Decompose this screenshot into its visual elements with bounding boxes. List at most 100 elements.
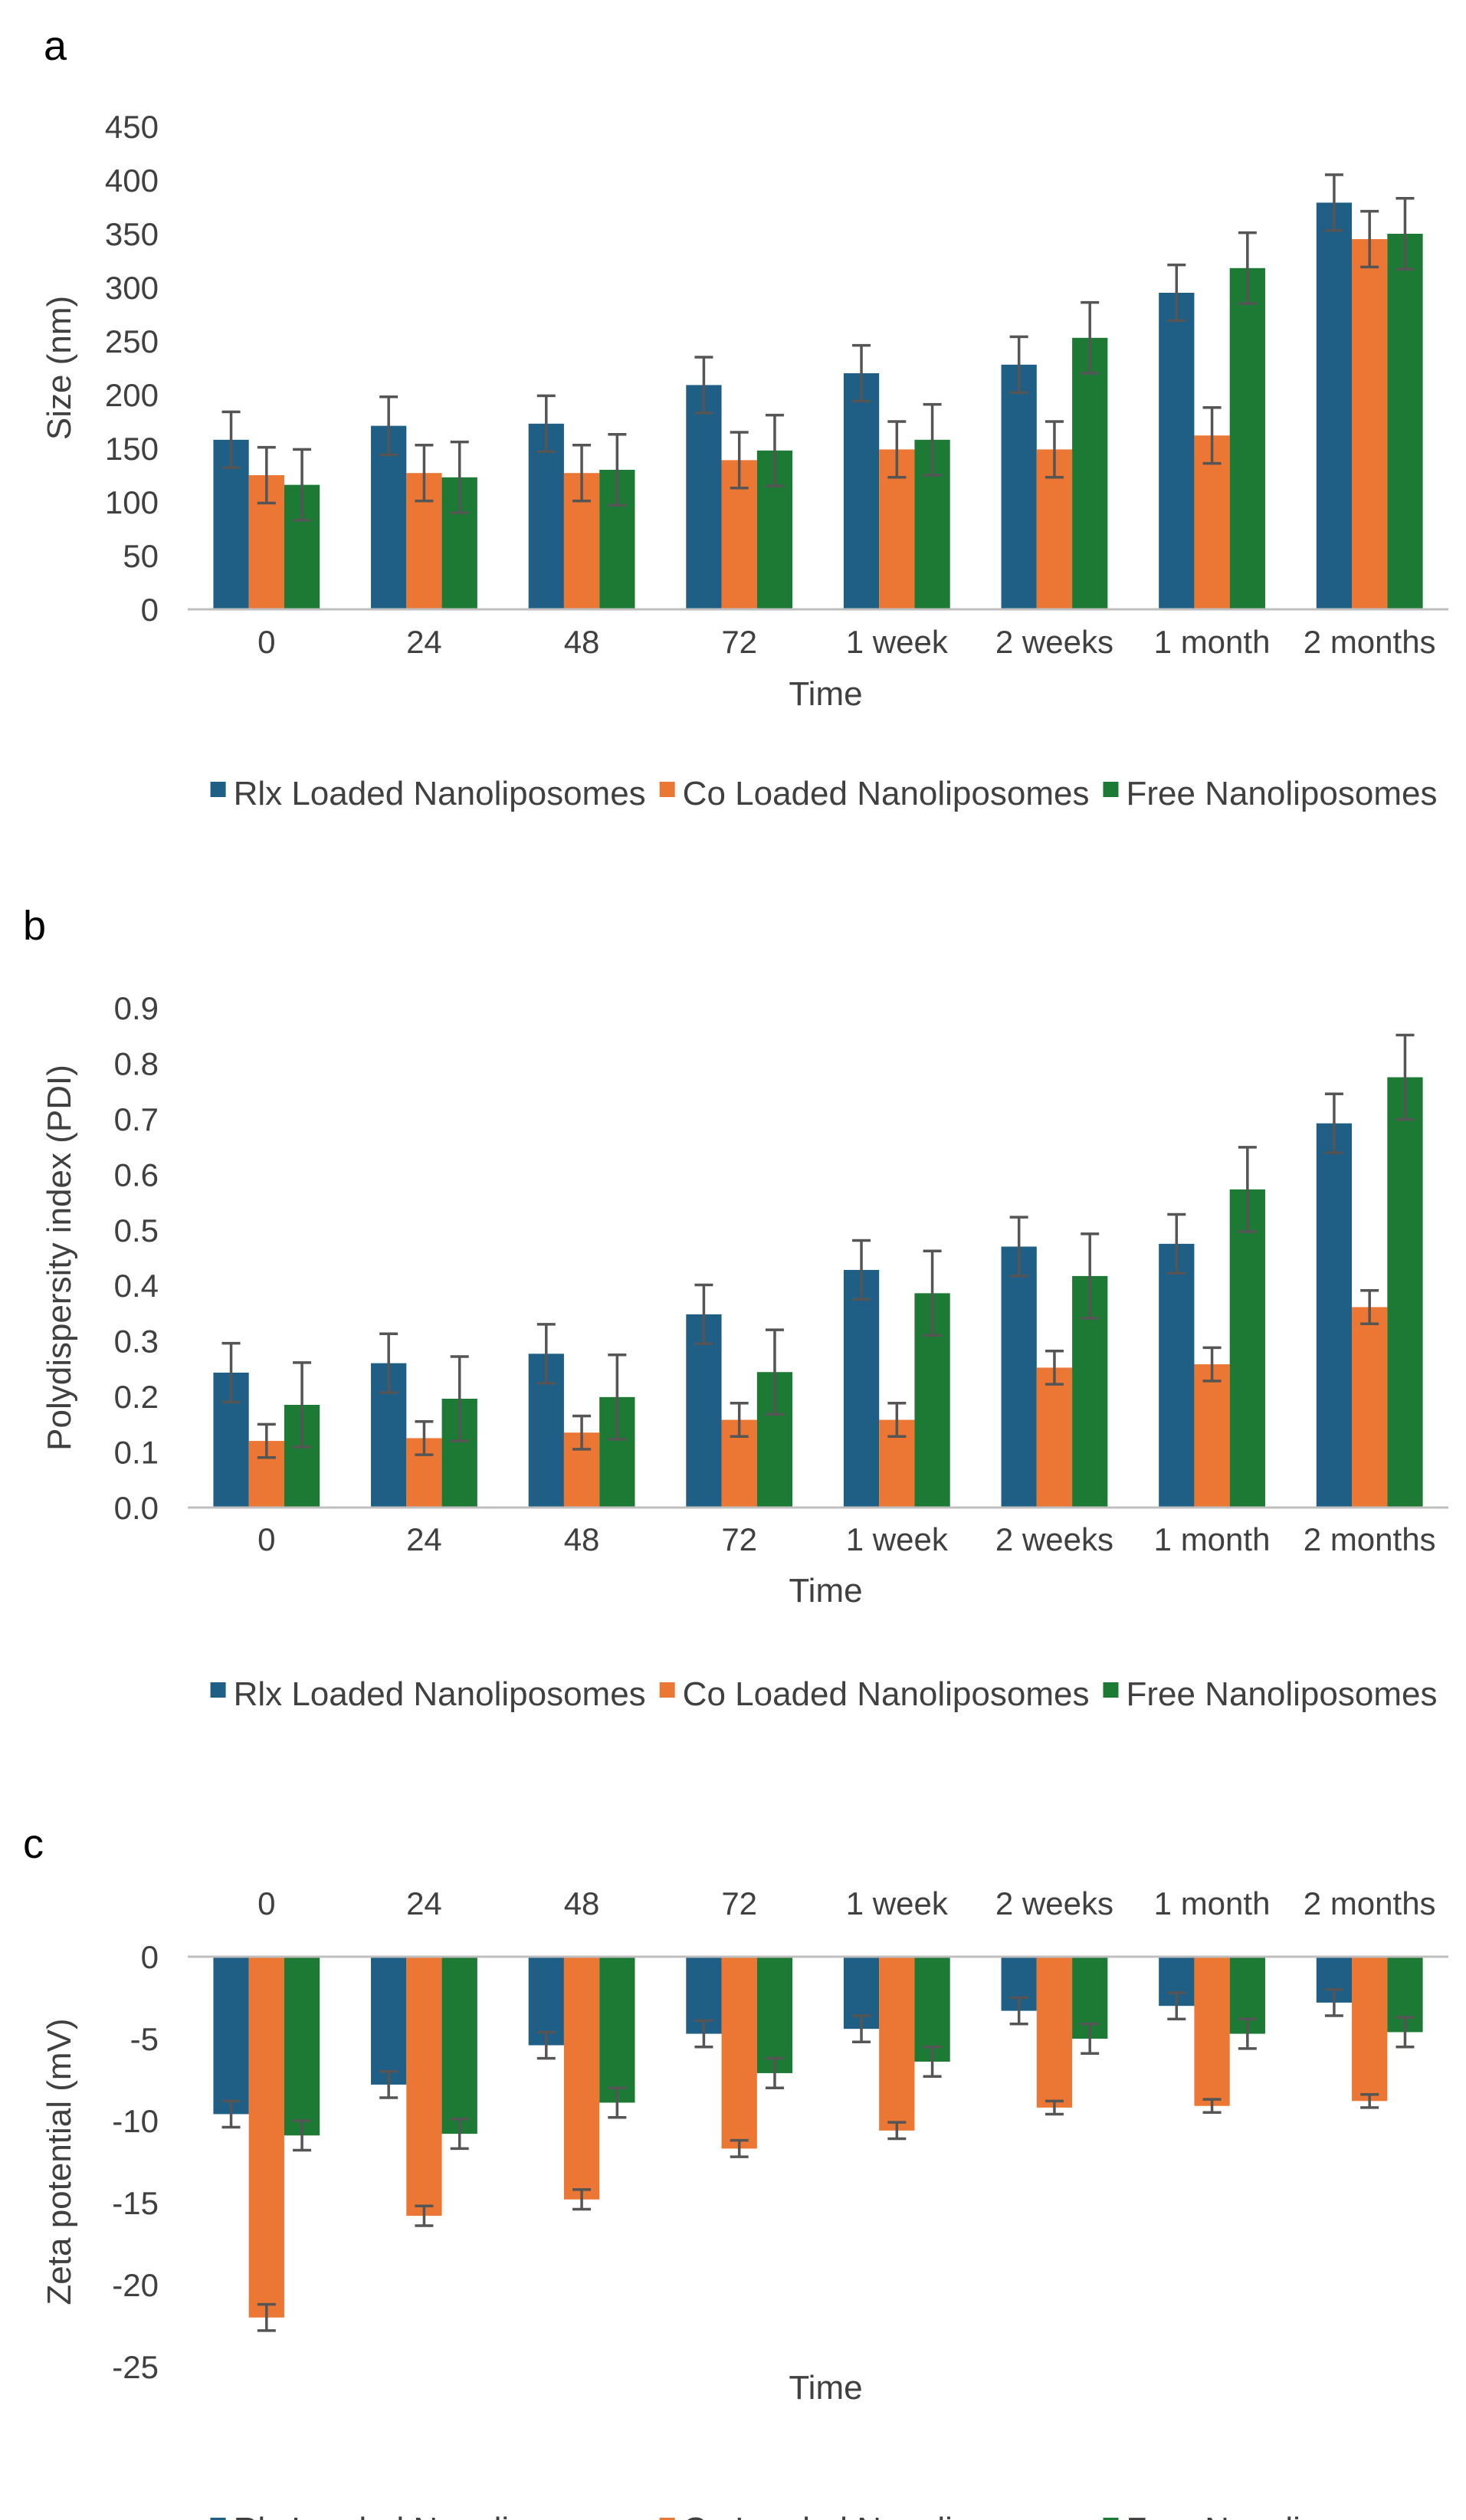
bar: [1229, 1189, 1265, 1508]
legend: Rlx Loaded Nanoliposomes Co Loaded Nanoli…: [210, 1675, 1437, 1713]
error-bar: [1081, 1232, 1100, 1320]
bar: [599, 1957, 635, 2103]
legend-swatch: [659, 1682, 675, 1698]
y-tick-label: 0.9: [114, 990, 159, 1026]
error-bar: [1045, 1349, 1064, 1386]
error-bar: [852, 2014, 871, 2044]
error-bar: [450, 440, 469, 514]
x-tick-label: 1 week: [846, 624, 949, 660]
legend-label: Co Loaded Nanoliposomes: [683, 2511, 1090, 2520]
error-bar: [1360, 2093, 1379, 2109]
legend-label: Rlx Loaded Nanoliposomes: [234, 1675, 646, 1713]
y-tick-label: 250: [105, 323, 159, 359]
panel-letter-b: b: [23, 903, 46, 949]
error-bar: [1360, 209, 1379, 269]
error-bar: [293, 448, 312, 522]
error-bar: [1167, 263, 1186, 323]
x-tick-label: 2 months: [1304, 624, 1436, 660]
error-bar: [852, 343, 871, 403]
y-tick-label: 0.3: [114, 1324, 159, 1360]
y-axis-title: Zeta potential (mV): [41, 2018, 78, 2305]
x-tick-label: 2 weeks: [995, 624, 1113, 660]
legend-swatch: [210, 2518, 226, 2520]
error-bar: [1324, 1988, 1343, 2017]
error-bar: [221, 410, 241, 469]
bar: [441, 1957, 477, 2134]
error-bar: [257, 2302, 276, 2332]
legend-swatch: [210, 782, 226, 797]
legend-label: Free Nanoliposomes: [1126, 1675, 1437, 1713]
error-bar: [730, 1402, 749, 1439]
y-tick-label: 0.7: [114, 1101, 159, 1137]
x-tick-label: 48: [564, 624, 600, 660]
error-bar: [608, 2086, 627, 2119]
bar: [1352, 239, 1388, 609]
error-bar: [887, 420, 907, 479]
bar: [1387, 234, 1423, 609]
bar: [371, 1957, 407, 2085]
y-tick-label: 0: [141, 1939, 159, 1975]
x-tick-label: 0: [257, 1885, 275, 1921]
error-bar: [923, 402, 942, 477]
error-bar: [1238, 231, 1257, 305]
x-tick-label: 2 months: [1304, 1521, 1436, 1557]
bar: [1036, 1367, 1073, 1508]
error-bar: [1081, 300, 1100, 375]
legend-swatch: [1103, 1682, 1119, 1698]
error-bar: [379, 395, 398, 457]
error-bar: [765, 2056, 784, 2089]
bar: [721, 1957, 757, 2149]
error-bar: [1202, 1346, 1222, 1383]
bar: [879, 1957, 915, 2131]
x-tick-label: 24: [406, 1521, 442, 1557]
error-bar: [415, 444, 434, 503]
bar: [1194, 1957, 1230, 2106]
legend: Rlx Loaded Nanoliposomes Co Loaded Nanoli…: [210, 775, 1437, 812]
legend-swatch: [1103, 2518, 1119, 2520]
y-tick-label: -15: [112, 2185, 159, 2221]
y-tick-label: -5: [130, 2021, 159, 2057]
error-bar: [730, 431, 749, 490]
x-axis-title: Time: [789, 2369, 862, 2407]
legend-label: Rlx Loaded Nanoliposomes: [234, 2511, 646, 2520]
error-bar: [1045, 2099, 1064, 2116]
bar: [1352, 1957, 1388, 2102]
bar: [1001, 1246, 1037, 1508]
bar: [1072, 337, 1108, 609]
y-tick-label: 0.8: [114, 1045, 159, 1081]
bar: [1159, 1243, 1195, 1508]
error-bar: [694, 2019, 713, 2049]
error-bar: [1045, 420, 1064, 479]
y-tick-label: 150: [105, 431, 159, 467]
x-tick-label: 1 week: [846, 1885, 949, 1921]
y-tick-label: -20: [112, 2267, 159, 2303]
error-bar: [923, 2045, 942, 2078]
error-bar: [1360, 1288, 1379, 1325]
x-tick-label: 24: [406, 1885, 442, 1921]
y-tick-label: -10: [112, 2103, 159, 2139]
y-tick-label: 0.5: [114, 1212, 159, 1249]
error-bar: [1009, 335, 1028, 394]
bar: [528, 1957, 564, 2046]
bar: [1159, 293, 1195, 609]
bar: [756, 1957, 793, 2073]
error-bar: [694, 1283, 713, 1346]
bar: [406, 1957, 442, 2216]
error-bar: [1324, 1092, 1343, 1154]
y-tick-label: 0.1: [114, 1435, 159, 1471]
x-axis-title: Time: [789, 675, 862, 713]
error-bar: [1202, 406, 1222, 465]
error-bar: [450, 1355, 469, 1442]
panel-letter-c: c: [23, 1821, 44, 1867]
legend: Rlx Loaded Nanoliposomes Co Loaded Nanoli…: [210, 2511, 1437, 2520]
bar: [1194, 1364, 1230, 1508]
error-bar: [257, 445, 276, 505]
error-bar: [1202, 2098, 1222, 2115]
error-bar: [379, 2070, 398, 2099]
bar: [563, 1957, 600, 2200]
x-tick-label: 24: [406, 624, 442, 660]
y-tick-label: 0.0: [114, 1490, 159, 1526]
error-bar: [1009, 1996, 1028, 2026]
legend-swatch: [659, 782, 675, 797]
